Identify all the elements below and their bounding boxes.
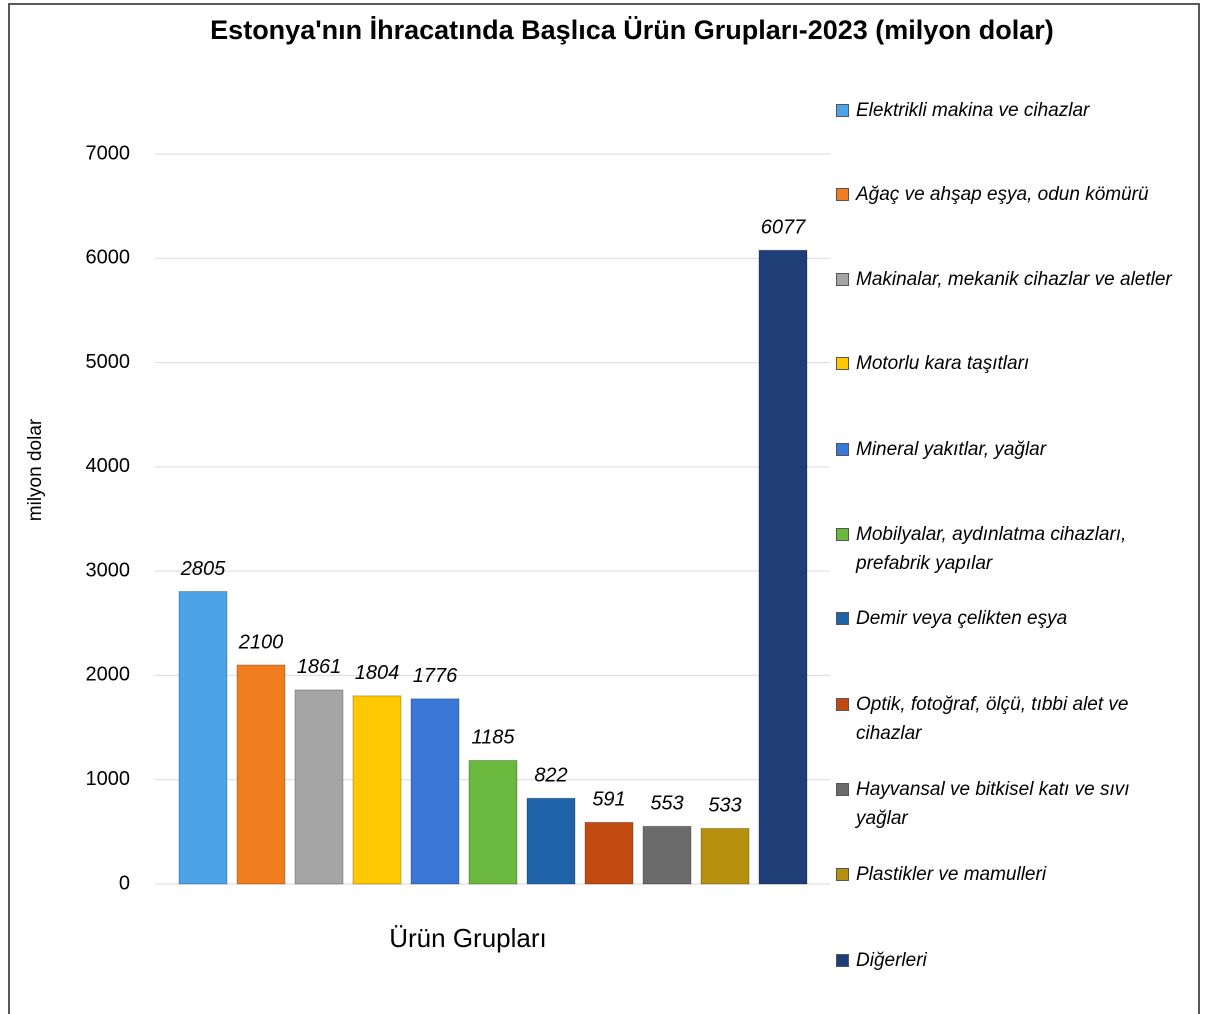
y-tick-label: 7000 <box>86 142 131 164</box>
bar <box>410 698 460 885</box>
legend-entry: Optik, fotoğraf, ölçü, tıbbi alet ve cih… <box>836 690 1176 748</box>
data-label: 2805 <box>180 558 226 580</box>
data-label: 553 <box>650 793 683 815</box>
bar <box>178 590 228 885</box>
y-tick-label: 6000 <box>86 247 131 269</box>
legend-label: Makinalar, mekanik cihazlar ve aletler <box>856 269 1172 290</box>
y-tick-label: 2000 <box>86 664 131 686</box>
legend-swatch <box>836 612 849 625</box>
data-label: 1861 <box>297 656 342 678</box>
data-label: 2100 <box>238 631 284 653</box>
legend-entry: Makinalar, mekanik cihazlar ve aletler <box>836 265 1176 294</box>
legend-swatch <box>836 188 849 201</box>
data-label: 533 <box>708 795 741 817</box>
legend-swatch <box>836 528 849 541</box>
legend-label: Mobilyalar, aydınlatma cihazları, prefab… <box>856 524 1127 574</box>
legend-entry: Motorlu kara taşıtları <box>836 349 1176 378</box>
bar <box>758 249 808 885</box>
chart-title: Estonya'nın İhracatında Başlıca Ürün Gru… <box>210 15 1054 45</box>
legend-label: Hayvansal ve bitkisel katı ve sıvı yağla… <box>856 779 1130 829</box>
legend-entry: Plastikler ve mamulleri <box>836 860 1176 889</box>
bar <box>352 695 402 885</box>
legend-swatch <box>836 104 849 117</box>
legend-swatch <box>836 443 849 456</box>
legend-swatch <box>836 868 849 881</box>
y-tick-label: 3000 <box>86 559 131 581</box>
bar <box>700 827 750 885</box>
data-label: 1185 <box>471 727 515 749</box>
legend-swatch <box>836 783 849 796</box>
legend-entry: Elektrikli makina ve cihazlar <box>836 96 1176 125</box>
legend-entry: Diğerleri <box>836 946 1176 975</box>
y-tick-label: 0 <box>119 872 130 894</box>
y-axis-label: milyon dolar <box>25 418 46 521</box>
legend-swatch <box>836 357 849 370</box>
legend-label: Elektrikli makina ve cihazlar <box>856 100 1090 121</box>
legend-swatch <box>836 954 849 967</box>
data-label: 6077 <box>761 217 806 239</box>
y-tick-label: 4000 <box>86 455 131 477</box>
legend-label: Optik, fotoğraf, ölçü, tıbbi alet ve cih… <box>856 694 1129 744</box>
legend-entry: Hayvansal ve bitkisel katı ve sıvı yağla… <box>836 775 1176 833</box>
legend-label: Motorlu kara taşıtları <box>856 353 1030 374</box>
legend-swatch <box>836 698 849 711</box>
legend-label: Diğerleri <box>856 950 927 971</box>
bar <box>584 821 634 885</box>
y-tick-label: 1000 <box>86 768 131 790</box>
legend-entry: Mobilyalar, aydınlatma cihazları, prefab… <box>836 520 1176 578</box>
legend-label: Ağaç ve ahşap eşya, odun kömürü <box>856 184 1149 205</box>
bar <box>468 759 518 885</box>
legend-label: Plastikler ve mamulleri <box>856 864 1047 885</box>
legend-entry: Mineral yakıtlar, yağlar <box>836 435 1176 464</box>
bar <box>526 797 576 885</box>
data-label: 822 <box>534 765 567 787</box>
legend-entry: Demir veya çelikten eşya <box>836 604 1176 633</box>
chart-frame <box>8 3 1200 1014</box>
data-label: 1776 <box>413 665 458 687</box>
data-label: 591 <box>592 789 625 811</box>
data-label: 1804 <box>355 662 400 684</box>
y-tick-label: 5000 <box>86 351 131 373</box>
bar <box>294 689 344 885</box>
legend-swatch <box>836 273 849 286</box>
legend-label: Mineral yakıtlar, yağlar <box>856 439 1047 460</box>
legend-label: Demir veya çelikten eşya <box>856 608 1068 629</box>
bar <box>642 825 692 885</box>
legend-entry: Ağaç ve ahşap eşya, odun kömürü <box>836 180 1176 209</box>
x-axis-label: Ürün Grupları <box>389 923 547 953</box>
bar <box>236 664 286 885</box>
